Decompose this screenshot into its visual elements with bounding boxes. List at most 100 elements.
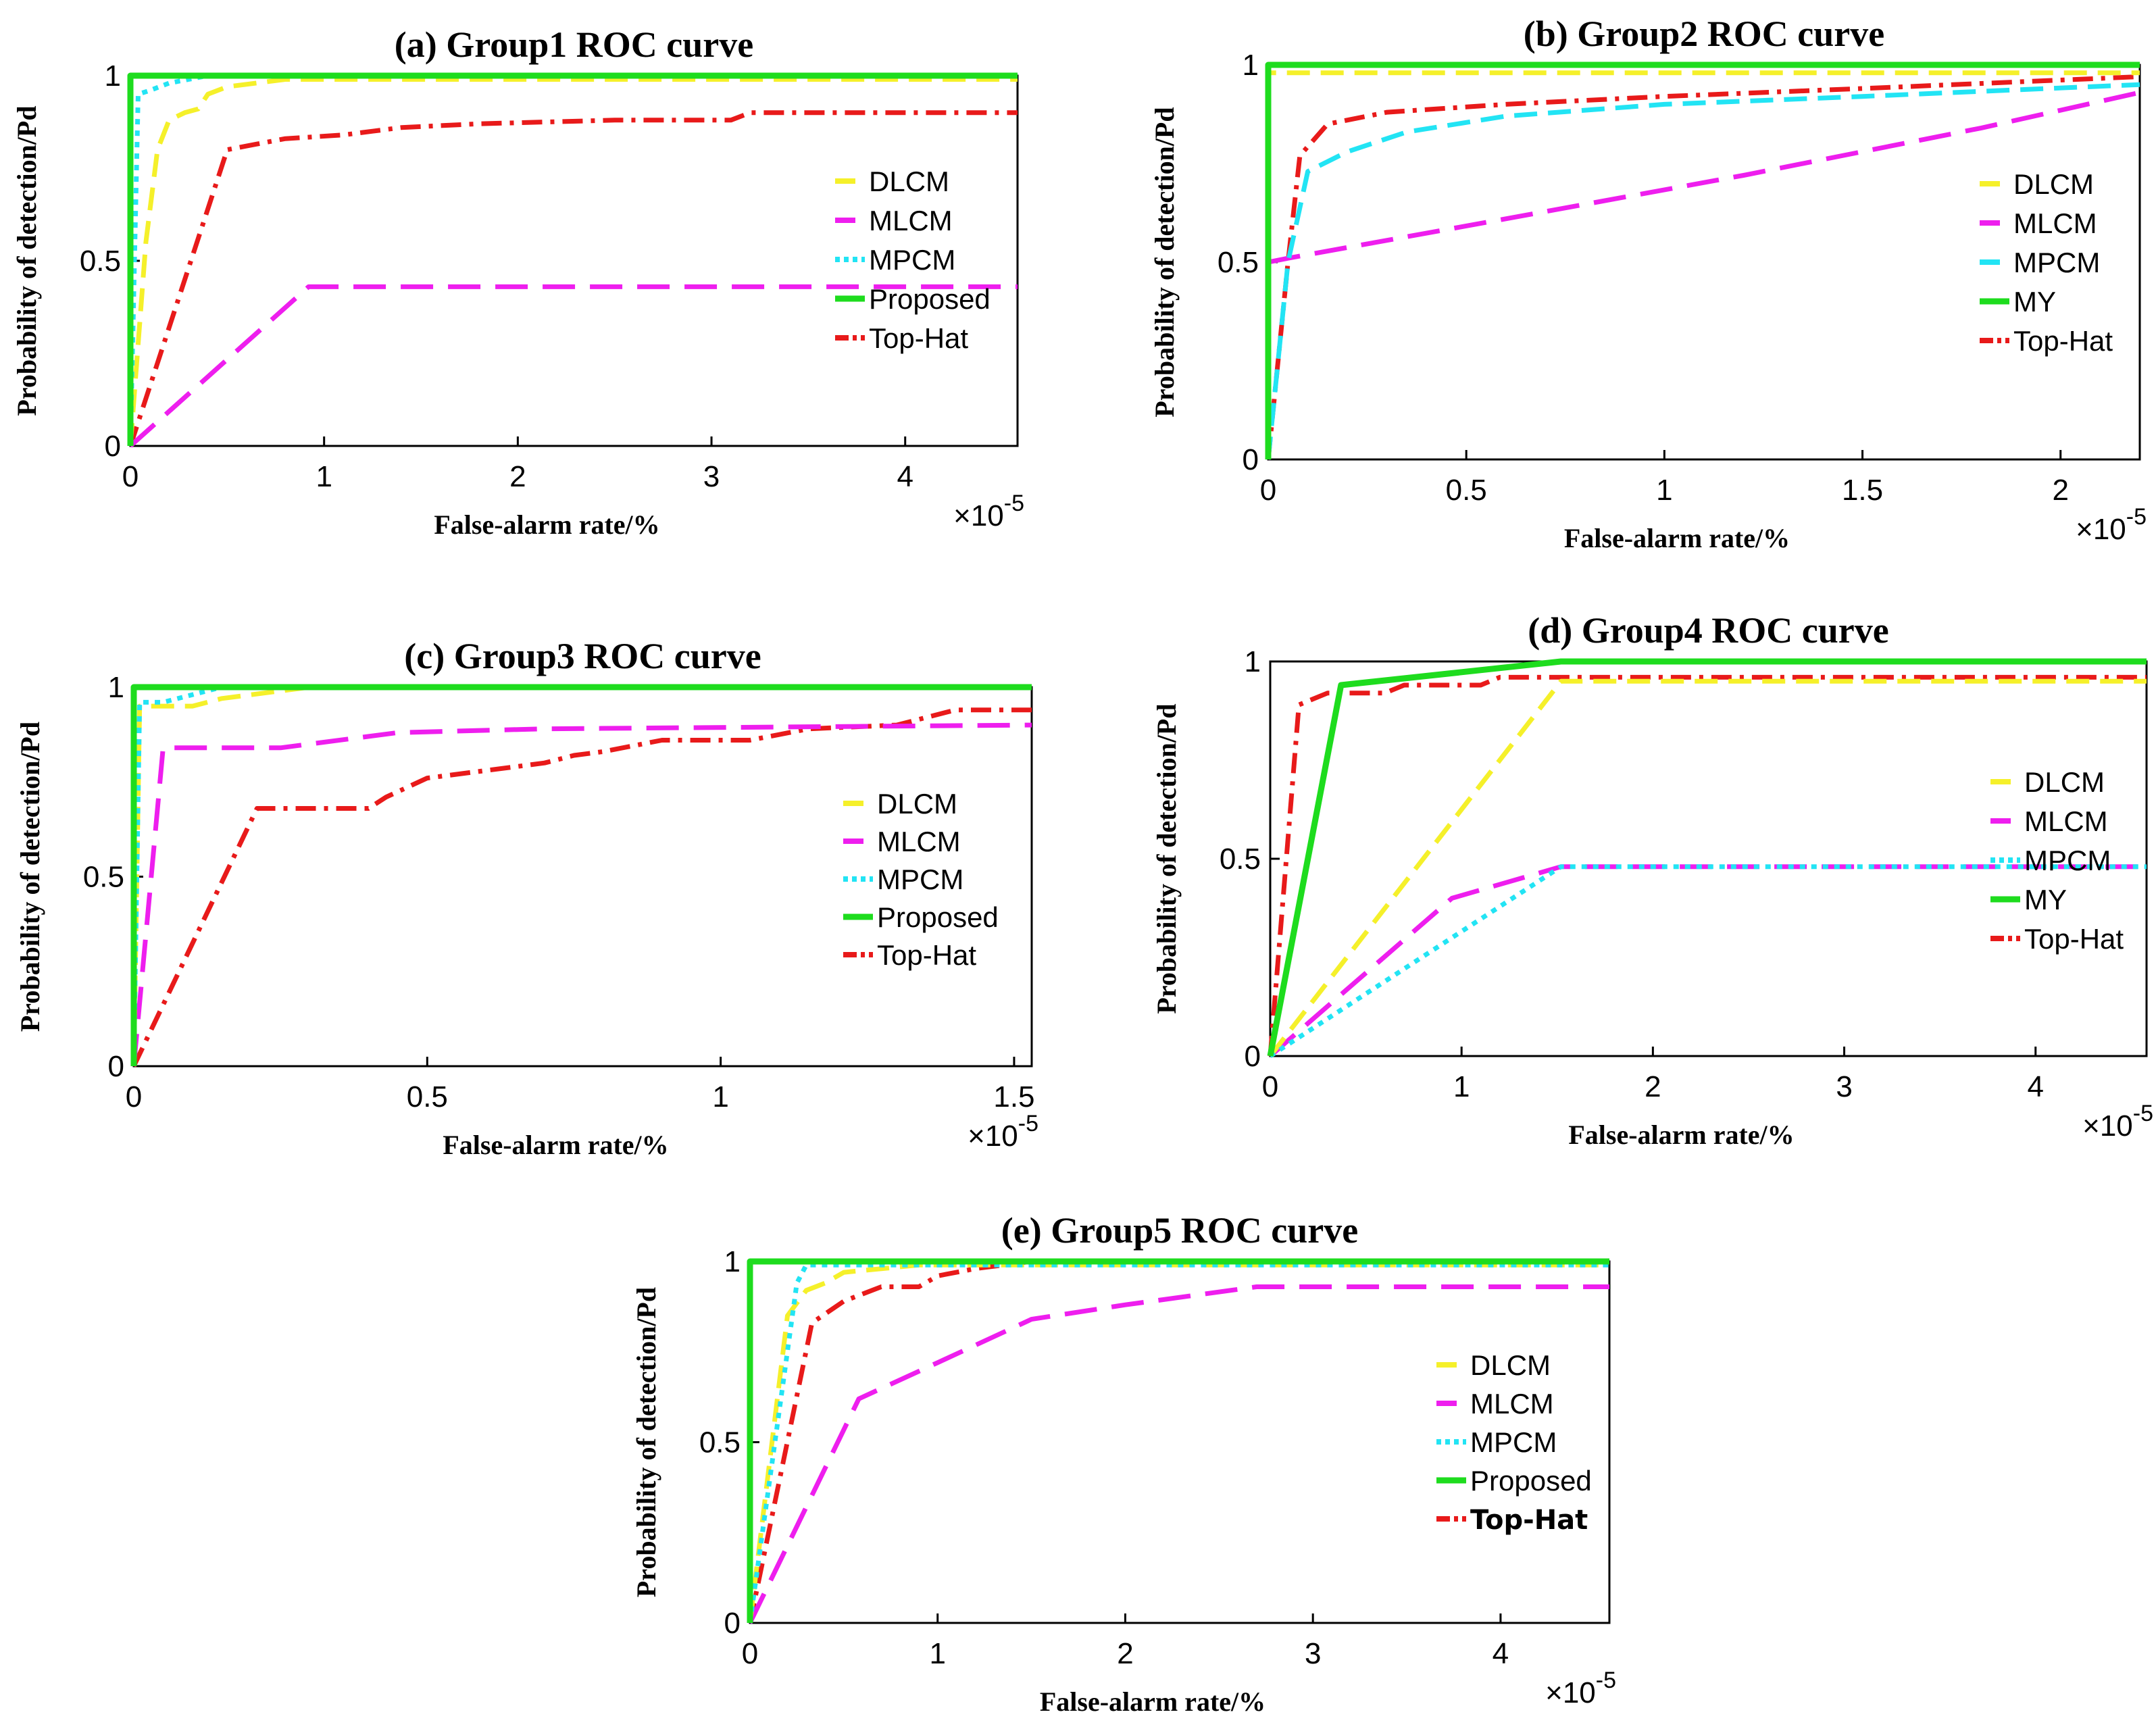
x-tick-label: 0 bbox=[1260, 474, 1276, 507]
series-line-mpcm bbox=[1265, 82, 2140, 460]
chart-panel-d: (d) Group4 ROC curve 0 0.5 1 0 1 2 3 4 ×10-5 False… bbox=[1151, 610, 2153, 1150]
x-axis-label: False-alarm rate/% bbox=[1568, 1120, 1794, 1150]
series-line-mlcm bbox=[131, 722, 1032, 1067]
legend-label: MY bbox=[2024, 884, 2067, 916]
chart-title: (e) Group5 ROC curve bbox=[1001, 1210, 1358, 1251]
x-tick-label: 1 bbox=[929, 1637, 945, 1670]
x-tick-label: 4 bbox=[897, 460, 913, 493]
y-axis-label: Probability of detection/Pd bbox=[1151, 703, 1182, 1013]
x-tick-label: 2 bbox=[509, 460, 526, 493]
y-tick-label: 0.5 bbox=[1218, 246, 1259, 279]
y-tick-label: 0 bbox=[1243, 443, 1259, 476]
x-axis-label: False-alarm rate/% bbox=[1564, 523, 1790, 553]
x-tick-label: 2 bbox=[2052, 474, 2068, 507]
x-tick-label: 4 bbox=[2028, 1070, 2044, 1103]
y-tick-label: 1 bbox=[724, 1245, 741, 1278]
chart-title: (d) Group4 ROC curve bbox=[1528, 610, 1889, 651]
chart-title: (b) Group2 ROC curve bbox=[1524, 14, 1885, 54]
legend-label: DLCM bbox=[1470, 1349, 1551, 1381]
x-tick-label: 2 bbox=[1645, 1070, 1661, 1103]
x-tick-label: 3 bbox=[1836, 1070, 1852, 1103]
series-line-dlcm bbox=[128, 77, 1018, 447]
x-tick-label: 1 bbox=[712, 1080, 728, 1113]
y-axis-label: Probability of detection/Pd bbox=[631, 1287, 661, 1597]
series-line-top-hat bbox=[1268, 674, 2147, 1057]
series-line-mpcm bbox=[1269, 864, 2147, 1058]
y-tick-label: 0 bbox=[108, 1050, 124, 1083]
y-tick-label: 1 bbox=[1243, 49, 1259, 82]
chart-panel-a: (a) Group1 ROC curve 0 0.5 1 0 1 2 3 4 ×10-5 False… bbox=[11, 24, 1024, 540]
y-tick-label: 1 bbox=[105, 59, 121, 93]
chart-panel-b: (b) Group2 ROC curve 0 0.5 1 0 0.5 1 1.5 2×10-5 F… bbox=[1149, 14, 2147, 553]
x-exponent-label: ×10-5 bbox=[1545, 1668, 1616, 1709]
x-tick-label: 0.5 bbox=[1446, 474, 1487, 507]
series-line-top-hat bbox=[128, 110, 1018, 447]
x-exponent-label: ×10-5 bbox=[2082, 1101, 2153, 1143]
series-line-mlcm bbox=[128, 284, 1018, 448]
plot-area bbox=[132, 686, 1033, 1068]
legend-label: MLCM bbox=[2013, 207, 2097, 239]
x-tick-label: 4 bbox=[1493, 1637, 1509, 1670]
x-tick-label: 0.5 bbox=[407, 1080, 448, 1113]
y-tick-label: 0 bbox=[1245, 1040, 1261, 1073]
legend-label: MPCM bbox=[2013, 247, 2100, 278]
x-tick-label: 0 bbox=[1262, 1070, 1278, 1103]
legend-label: DLCM bbox=[869, 166, 949, 197]
plot-area bbox=[129, 74, 1019, 447]
chart-panel-e: (e) Group5 ROC curve 0 0.5 1 0 1 2 3 4 ×10-5 False… bbox=[631, 1210, 1616, 1717]
x-tick-label: 0 bbox=[742, 1637, 758, 1670]
chart-panel-c: (c) Group3 ROC curve 0 0.5 1 0 0.5 1 1.5×10-5 Fa… bbox=[15, 636, 1038, 1160]
y-axis-label: Probability of detection/Pd bbox=[15, 722, 45, 1032]
series-line-mlcm bbox=[747, 1284, 1609, 1624]
legend-label: Top-Hat bbox=[869, 322, 968, 354]
legend-label: MLCM bbox=[877, 826, 961, 857]
y-axis-label: Probability of detection/Pd bbox=[1149, 107, 1180, 417]
y-tick-label: 0.5 bbox=[1220, 843, 1261, 876]
legend-label: MLCM bbox=[1470, 1388, 1554, 1420]
x-exponent-label: ×10-5 bbox=[968, 1111, 1038, 1153]
series-line-mlcm bbox=[1268, 90, 2140, 265]
plot-area bbox=[1269, 660, 2148, 1057]
chart-title: (c) Group3 ROC curve bbox=[404, 636, 761, 676]
y-tick-label: 1 bbox=[108, 671, 124, 704]
x-tick-label: 0 bbox=[122, 460, 139, 493]
x-tick-label: 1.5 bbox=[1842, 474, 1883, 507]
x-tick-label: 3 bbox=[703, 460, 720, 493]
legend-label: DLCM bbox=[877, 788, 957, 820]
legend-label: Top-Hat bbox=[877, 939, 976, 971]
legend-label: DLCM bbox=[2024, 766, 2105, 798]
x-axis-label: False-alarm rate/% bbox=[443, 1130, 668, 1160]
chart-title: (a) Group1 ROC curve bbox=[395, 24, 753, 65]
legend-label: MPCM bbox=[869, 244, 955, 276]
series-line-proposed bbox=[747, 1258, 1609, 1623]
x-tick-label: 3 bbox=[1305, 1637, 1321, 1670]
legend-label: Top-Hat bbox=[1470, 1505, 1588, 1536]
y-tick-label: 0 bbox=[105, 430, 121, 463]
y-tick-label: 1 bbox=[1245, 645, 1261, 678]
x-tick-label: 2 bbox=[1117, 1637, 1133, 1670]
legend-label: MY bbox=[2013, 286, 2056, 318]
y-tick-label: 0.5 bbox=[699, 1426, 741, 1459]
x-tick-label: 1.5 bbox=[993, 1080, 1034, 1113]
series-line-proposed bbox=[130, 684, 1032, 1066]
y-tick-label: 0.5 bbox=[80, 245, 121, 278]
series-line-my bbox=[1265, 61, 2140, 459]
legend-label: MPCM bbox=[2024, 845, 2111, 876]
series-line-proposed bbox=[127, 72, 1018, 446]
plot-area bbox=[1267, 64, 2141, 461]
series-line-mlcm bbox=[1268, 864, 2147, 1058]
x-axis-label: False-alarm rate/% bbox=[1040, 1686, 1265, 1717]
x-tick-label: 1 bbox=[1656, 474, 1672, 507]
legend-label: Proposed bbox=[877, 901, 999, 933]
x-tick-label: 1 bbox=[1453, 1070, 1470, 1103]
legend-label: DLCM bbox=[2013, 168, 2094, 200]
legend-label: MLCM bbox=[869, 205, 953, 236]
series-line-dlcm bbox=[1268, 678, 2147, 1058]
legend-label: MLCM bbox=[2024, 805, 2108, 837]
x-axis-label: False-alarm rate/% bbox=[434, 509, 659, 540]
legend-label: MPCM bbox=[877, 863, 963, 895]
legend-label: Top-Hat bbox=[2013, 325, 2113, 357]
legend-label: MPCM bbox=[1470, 1426, 1557, 1458]
x-tick-label: 0 bbox=[126, 1080, 142, 1113]
